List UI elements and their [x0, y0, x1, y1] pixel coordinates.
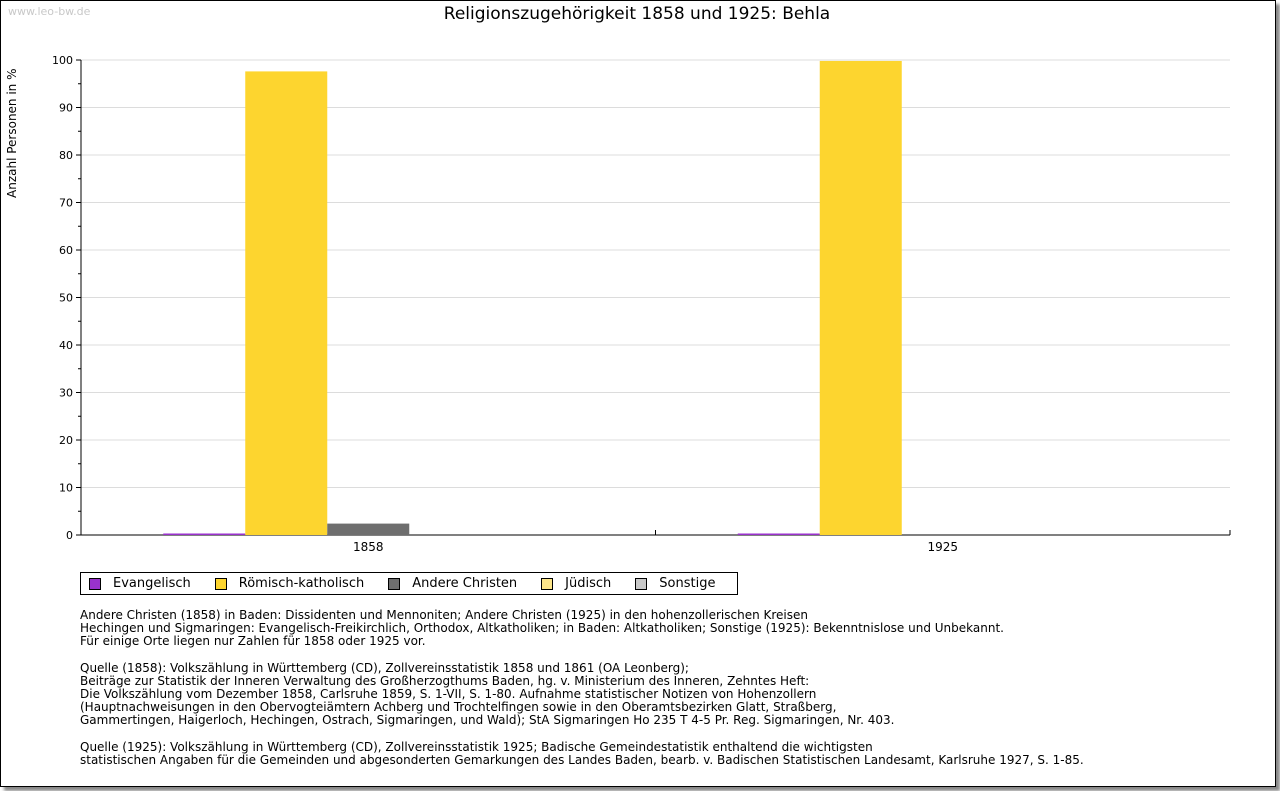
footnote-source-1925: Quelle (1925): Volkszählung in Württembe… [80, 739, 1084, 767]
chart-title: Religionszugehörigkeit 1858 und 1925: Be… [443, 4, 831, 24]
legend-swatch [89, 577, 101, 590]
legend-item-roemisch-katholisch: Römisch-katholisch [214, 576, 365, 591]
bar-chart: 0 10 20 30 40 50 60 70 80 90 100 1858 1925 [52, 54, 1231, 554]
y-tick-label: 80 [59, 149, 73, 162]
y-tick-label: 100 [52, 54, 73, 67]
x-tick-label: 1858 [353, 540, 384, 554]
legend-swatch [635, 577, 648, 590]
y-tick-label: 60 [59, 244, 73, 257]
bar-r-misch-katholisch-1925 [819, 60, 902, 535]
bar-evangelisch-1858 [163, 533, 246, 535]
legend-item-juedisch: Jüdisch [541, 576, 611, 591]
legend-label: Jüdisch [565, 576, 612, 591]
legend-swatch [214, 577, 227, 590]
legend-item-evangelisch: Evangelisch [89, 576, 191, 591]
bar-evangelisch-1925 [737, 533, 820, 535]
y-tick-label: 70 [59, 197, 73, 210]
y-tick-label: 10 [59, 482, 73, 495]
y-tick-label: 40 [59, 339, 73, 352]
legend-item-sonstige: Sonstige [635, 576, 715, 591]
y-tick-label: 20 [59, 434, 73, 447]
footnotes: Andere Christen (1858) in Baden: Disside… [80, 608, 1084, 780]
legend-item-andere-christen: Andere Christen [388, 576, 517, 591]
bar-andere-christen-1858 [327, 523, 410, 535]
legend-swatch [388, 577, 401, 590]
watermark: www.leo-bw.de [8, 5, 91, 18]
legend-label: Sonstige [659, 576, 716, 591]
y-tick-label: 50 [59, 292, 73, 305]
y-tick-label: 90 [59, 102, 73, 115]
legend-label: Römisch-katholisch [238, 576, 365, 591]
bar-r-misch-katholisch-1858 [245, 71, 328, 536]
footnote-definitions: Andere Christen (1858) in Baden: Disside… [80, 608, 1004, 649]
x-tick-label: 1925 [927, 540, 958, 554]
y-tick-label: 0 [66, 529, 73, 542]
legend-swatch [541, 577, 554, 590]
legend-label: Evangelisch [113, 576, 191, 591]
legend-label: Andere Christen [412, 576, 518, 591]
legend: Evangelisch Römisch-katholisch Andere Ch… [80, 572, 738, 595]
y-tick-label: 30 [59, 387, 73, 400]
footnote-source-1858: Quelle (1858): Volkszählung in Württembe… [80, 660, 895, 728]
